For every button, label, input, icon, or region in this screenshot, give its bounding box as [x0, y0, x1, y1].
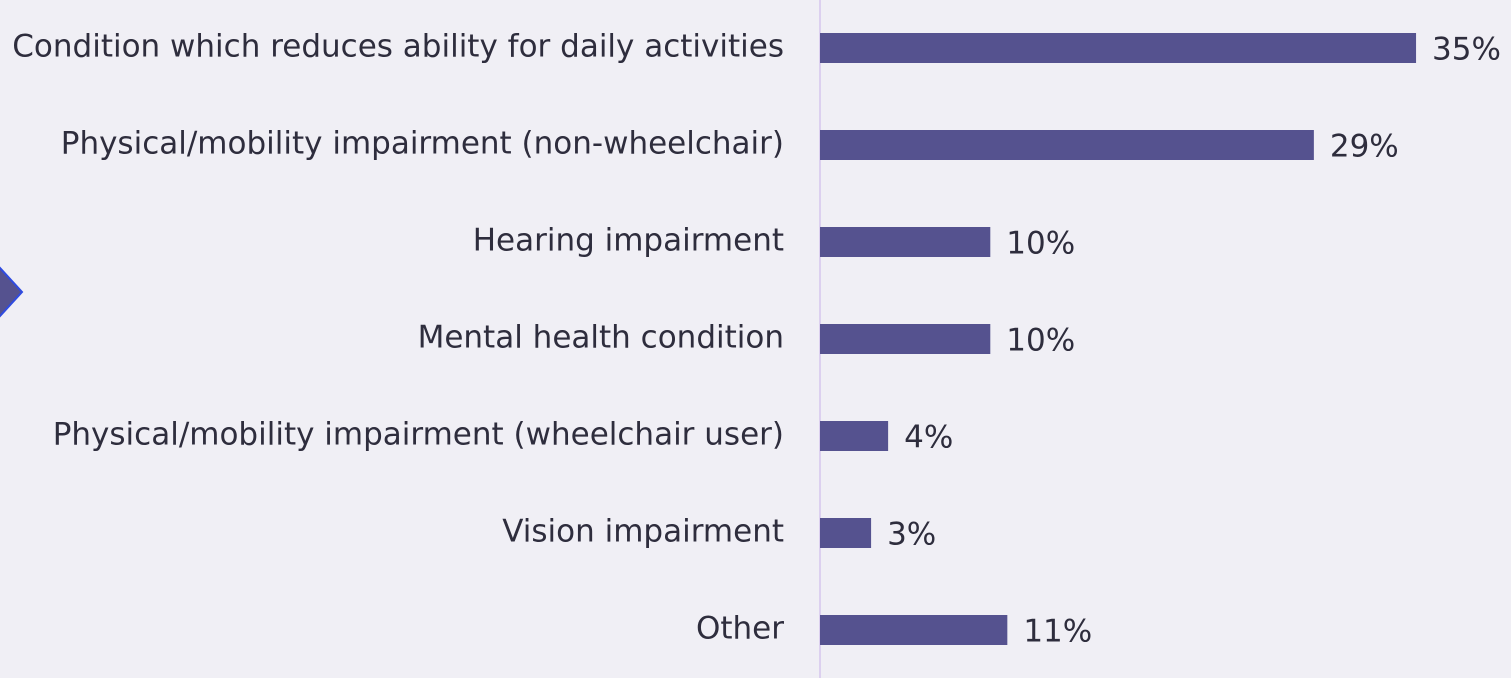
bar	[820, 227, 991, 257]
category-label: Condition which reduces ability for dail…	[12, 29, 784, 65]
value-label: 11%	[1023, 614, 1092, 650]
category-label: Mental health condition	[418, 320, 784, 356]
bar	[820, 615, 1008, 645]
category-label: Physical/mobility impairment (non-wheelc…	[61, 126, 784, 162]
category-label: Vision impairment	[502, 514, 784, 550]
value-label: 10%	[1006, 323, 1075, 359]
category-label: Physical/mobility impairment (wheelchair…	[53, 417, 784, 453]
bar	[820, 421, 889, 451]
bar	[820, 518, 872, 548]
value-label: 4%	[904, 420, 953, 456]
value-label: 35%	[1432, 32, 1501, 68]
bar	[820, 324, 991, 354]
category-label: Other	[696, 611, 784, 647]
category-label: Hearing impairment	[473, 223, 784, 259]
nav-arrow[interactable]	[0, 266, 24, 318]
bar	[820, 33, 1417, 63]
bar	[820, 130, 1314, 160]
value-label: 3%	[887, 517, 936, 553]
value-label: 29%	[1330, 129, 1399, 165]
value-label: 10%	[1006, 226, 1075, 262]
